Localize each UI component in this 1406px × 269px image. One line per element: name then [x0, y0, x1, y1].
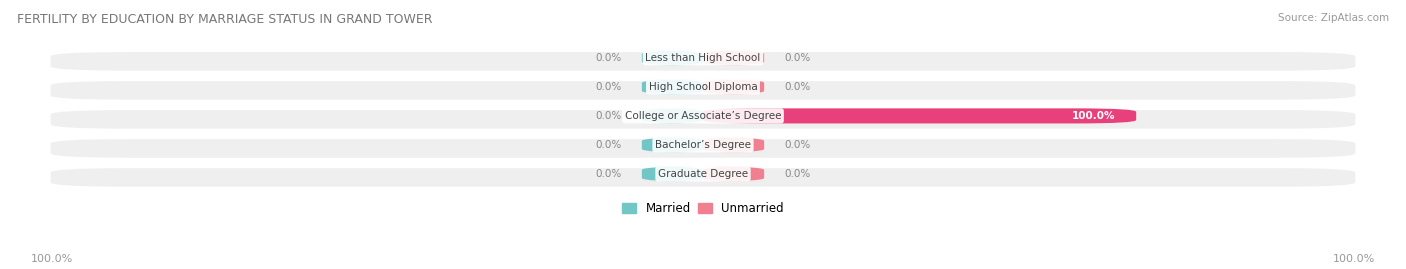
Text: 0.0%: 0.0% [595, 169, 621, 179]
Text: 0.0%: 0.0% [595, 140, 621, 150]
Text: College or Associate’s Degree: College or Associate’s Degree [624, 111, 782, 121]
Text: 0.0%: 0.0% [785, 140, 811, 150]
FancyBboxPatch shape [51, 52, 1355, 71]
FancyBboxPatch shape [703, 50, 763, 65]
Text: 0.0%: 0.0% [785, 82, 811, 92]
Text: Bachelor’s Degree: Bachelor’s Degree [655, 140, 751, 150]
Text: Source: ZipAtlas.com: Source: ZipAtlas.com [1278, 13, 1389, 23]
FancyBboxPatch shape [643, 167, 703, 182]
FancyBboxPatch shape [51, 139, 1355, 158]
Legend: Married, Unmarried: Married, Unmarried [617, 198, 789, 220]
FancyBboxPatch shape [703, 108, 1136, 123]
Text: High School Diploma: High School Diploma [648, 82, 758, 92]
FancyBboxPatch shape [51, 110, 1355, 129]
Text: 0.0%: 0.0% [785, 169, 811, 179]
FancyBboxPatch shape [703, 79, 763, 94]
Text: Graduate Degree: Graduate Degree [658, 169, 748, 179]
Text: 0.0%: 0.0% [595, 53, 621, 63]
FancyBboxPatch shape [51, 81, 1355, 100]
Text: 0.0%: 0.0% [785, 53, 811, 63]
FancyBboxPatch shape [643, 108, 703, 123]
Text: 100.0%: 100.0% [1333, 254, 1375, 264]
FancyBboxPatch shape [643, 137, 703, 153]
Text: FERTILITY BY EDUCATION BY MARRIAGE STATUS IN GRAND TOWER: FERTILITY BY EDUCATION BY MARRIAGE STATU… [17, 13, 433, 26]
FancyBboxPatch shape [703, 167, 763, 182]
FancyBboxPatch shape [51, 168, 1355, 187]
Text: Less than High School: Less than High School [645, 53, 761, 63]
Text: 100.0%: 100.0% [31, 254, 73, 264]
FancyBboxPatch shape [703, 137, 763, 153]
Text: 0.0%: 0.0% [595, 82, 621, 92]
Text: 0.0%: 0.0% [595, 111, 621, 121]
FancyBboxPatch shape [643, 79, 703, 94]
FancyBboxPatch shape [643, 50, 703, 65]
Text: 100.0%: 100.0% [1073, 111, 1116, 121]
